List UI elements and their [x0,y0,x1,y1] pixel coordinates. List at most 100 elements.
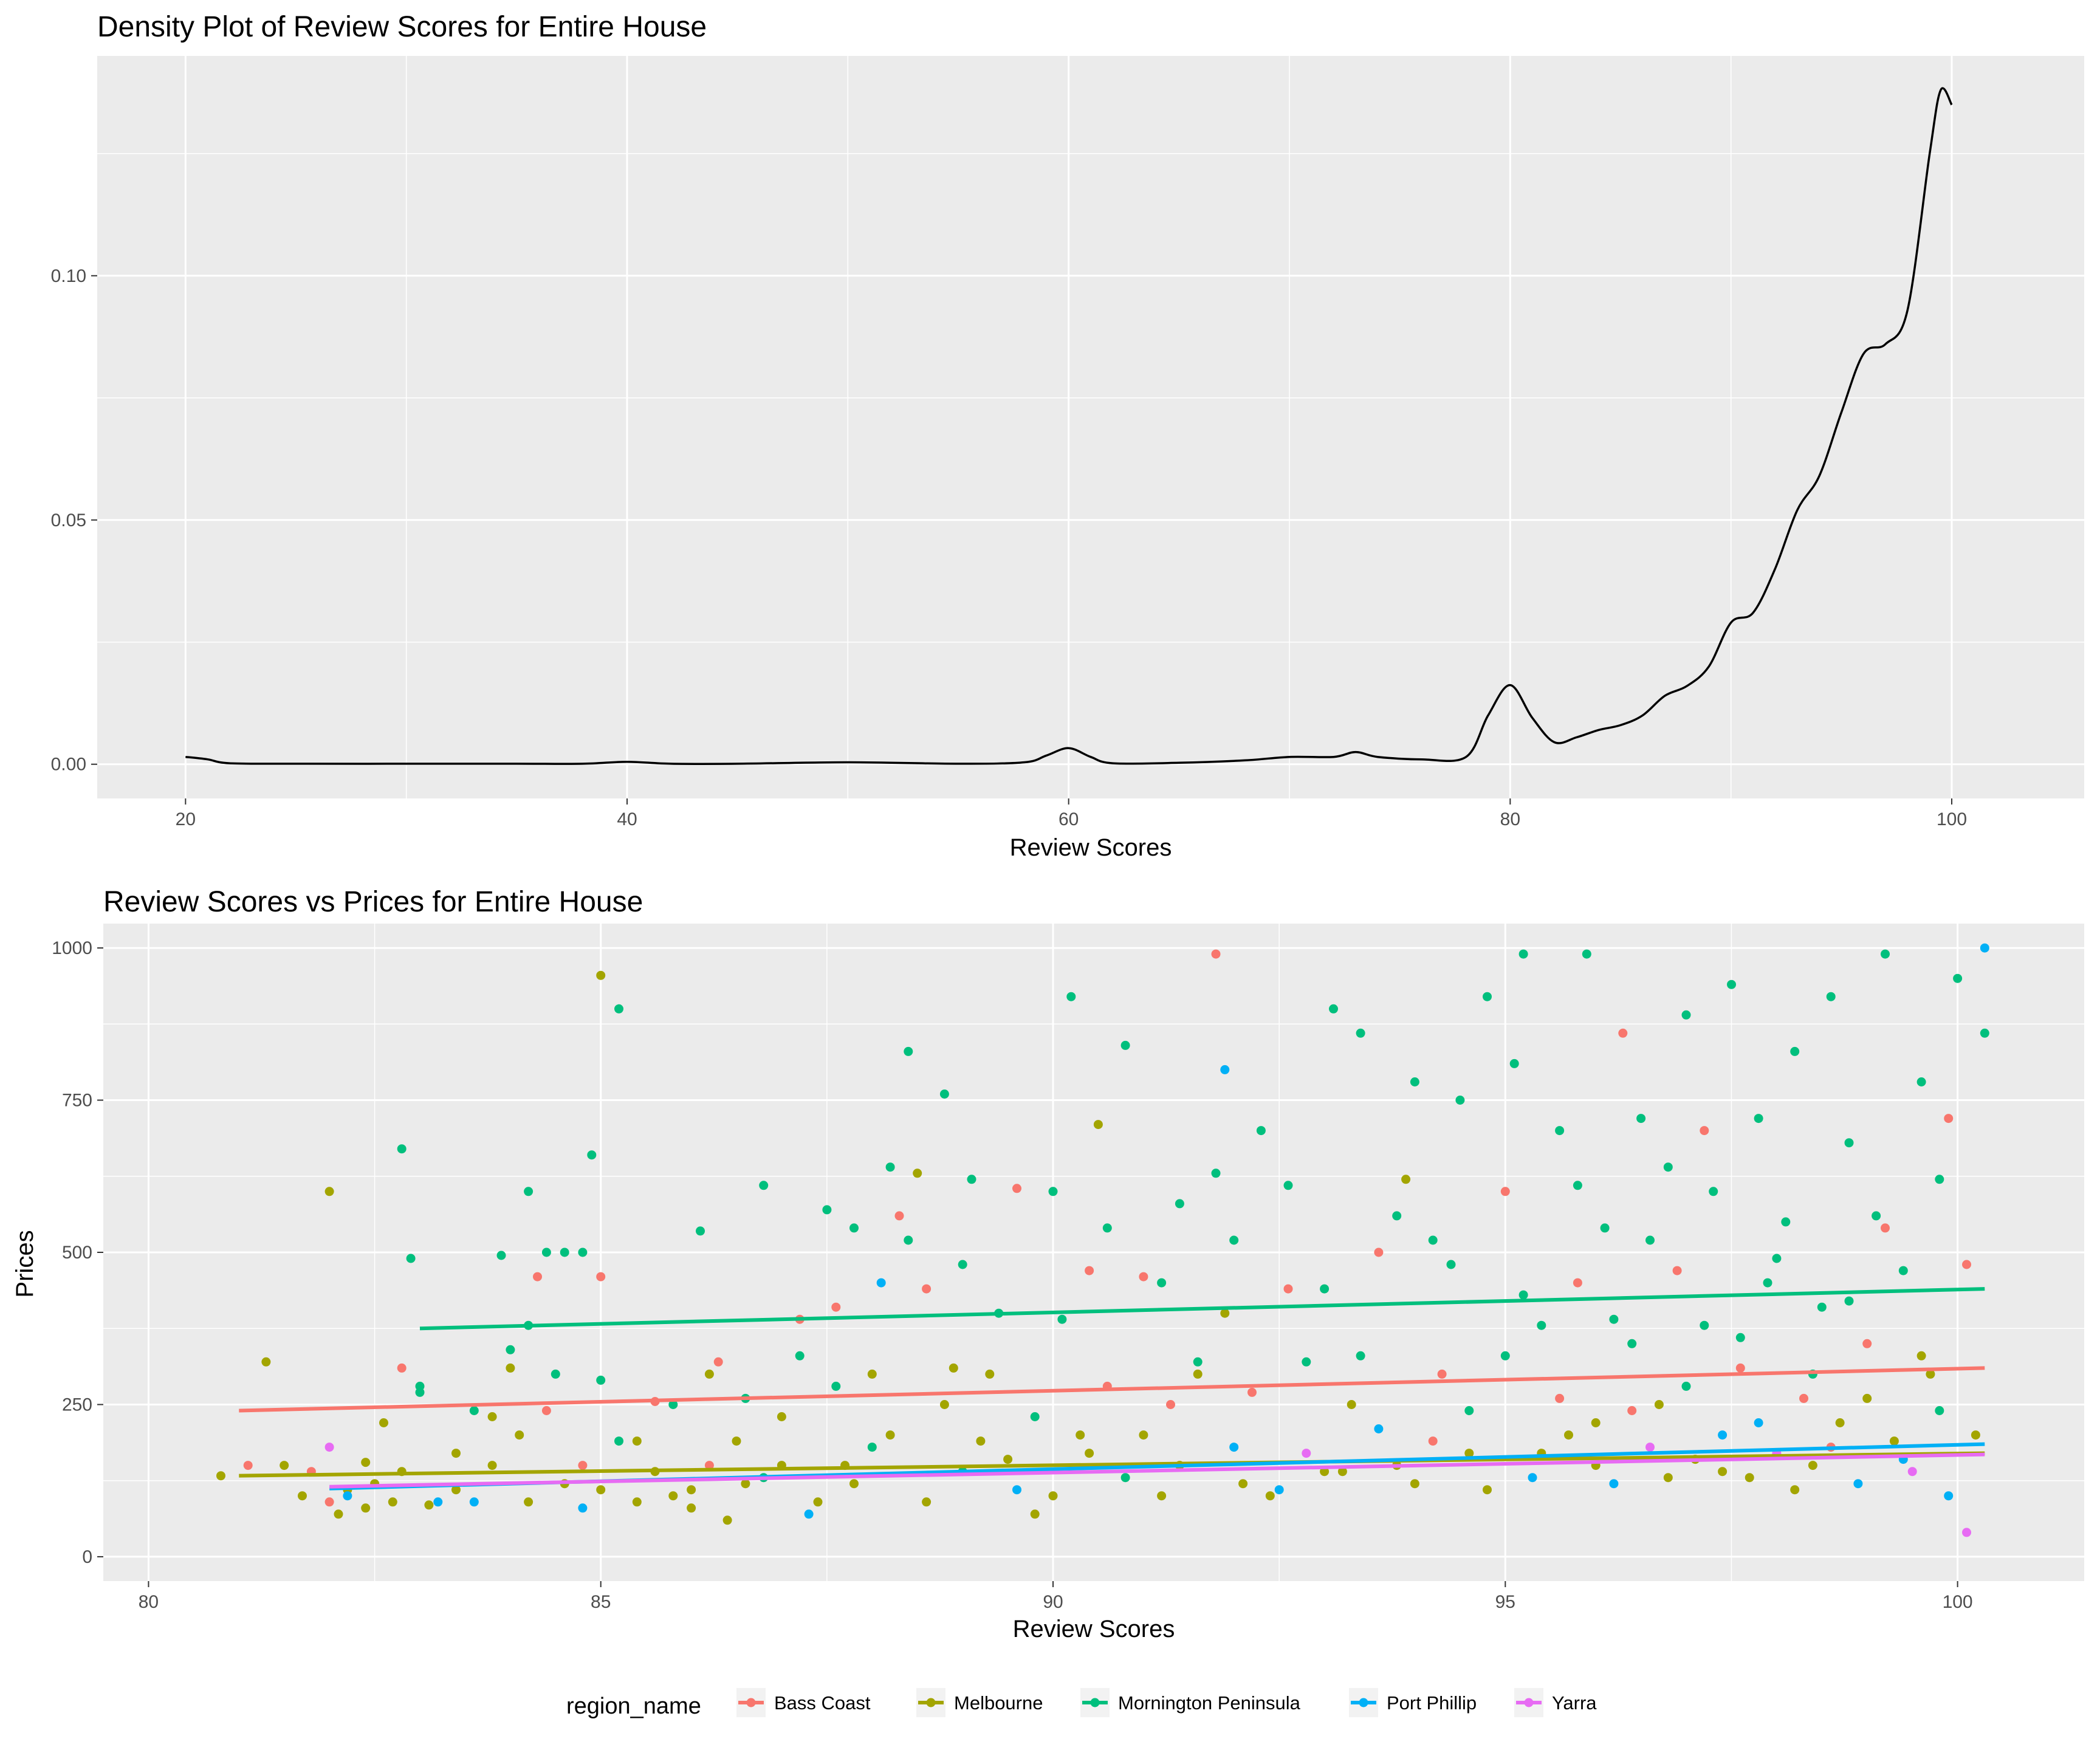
scatter-point [1817,1302,1827,1312]
scatter-point [1663,1473,1673,1483]
scatter-point [533,1272,542,1282]
scatter-point [1166,1400,1175,1409]
density-title: Density Plot of Review Scores for Entire… [97,11,707,43]
scatter-point [1735,1333,1745,1342]
scatter-point [334,1509,343,1519]
scatter-point [614,1436,623,1446]
legend-item: Bass Coast [736,1688,871,1717]
scatter-point [885,1162,895,1172]
scatter-point [487,1461,497,1470]
density-gridlines [97,56,2084,798]
x-tick-label: 20 [176,809,196,829]
scatter-point [261,1357,271,1367]
scatter-point [1754,1114,1763,1124]
scatter-point [524,1187,534,1196]
y-tick-label: 0.10 [51,266,86,286]
scatter-point [1247,1387,1257,1397]
scatter-point [1175,1199,1184,1209]
scatter-point [596,1485,606,1495]
scatter-point [1211,949,1221,959]
scatter-point [867,1443,877,1452]
scatter-point [1573,1278,1582,1288]
scatter-point [741,1479,750,1489]
scatter-point [1636,1114,1646,1124]
scatter-point [541,1406,551,1415]
scatter-point [1781,1217,1791,1227]
scatter-point [1320,1467,1330,1477]
scatter-point [1718,1467,1728,1477]
scatter-y-ticks: 0 250 500 750 1000 [52,938,103,1567]
scatter-point [1935,1175,1944,1184]
scatter-point [632,1436,642,1446]
scatter-point [704,1461,714,1470]
scatter-point [1437,1369,1447,1379]
scatter-trend-lines [239,1287,1985,1491]
scatter-point [406,1254,416,1263]
legend-label: Port Phillip [1387,1692,1477,1714]
scatter-point [885,1430,895,1440]
scatter-point [1844,1138,1854,1148]
scatter-points [216,943,1989,1537]
legend-label: Mornington Peninsula [1118,1692,1301,1714]
scatter-point [578,1461,588,1470]
scatter-point [1401,1175,1411,1184]
legend-item: Mornington Peninsula [1080,1688,1301,1717]
legend-key-point [1524,1698,1534,1707]
scatter-point [1057,1314,1067,1324]
scatter-point [506,1363,515,1373]
scatter-point [1229,1235,1239,1245]
scatter-point [967,1175,976,1184]
scatter-point [324,1497,334,1507]
scatter-point [867,1369,877,1379]
scatter-point [1356,1028,1365,1038]
scatter-point [894,1211,904,1221]
trend-line [329,1452,1985,1489]
scatter-point [1211,1168,1221,1178]
scatter-point [361,1458,371,1467]
scatter-point [1962,1528,1971,1537]
scatter-point [1709,1187,1718,1196]
scatter-point [1139,1272,1148,1282]
scatter-point [1907,1467,1917,1477]
scatter-point [1085,1266,1094,1275]
scatter-point [487,1412,497,1421]
scatter-point [1347,1400,1356,1409]
density-panel-bg [97,56,2084,798]
scatter-point [614,1004,623,1014]
scatter-point [1799,1393,1808,1403]
scatter-point [1645,1443,1655,1452]
scatter-point [1509,1059,1519,1068]
density-x-axis-title: Review Scores [1010,834,1172,861]
scatter-point [1971,1430,1980,1440]
scatter-point [732,1436,741,1446]
scatter-point [1464,1406,1474,1415]
scatter-y-axis-title: Prices [12,1230,38,1297]
scatter-point [469,1406,479,1415]
scatter-point [1609,1314,1619,1324]
legend-item: Melbourne [916,1688,1043,1717]
scatter-point [849,1223,859,1233]
scatter-point [1672,1266,1682,1275]
legend-item: Port Phillip [1349,1688,1477,1717]
scatter-point [496,1251,506,1260]
legend-key-point [1359,1698,1368,1707]
density-line [185,87,1953,766]
scatter-point [922,1497,932,1507]
y-tick-label: 0 [82,1547,92,1567]
scatter-point [1356,1351,1365,1361]
scatter-point [1862,1393,1872,1403]
x-tick-label: 80 [1500,809,1520,829]
legend-title: region_name [566,1693,701,1719]
y-tick-label: 250 [62,1395,92,1415]
scatter-point [1337,1467,1347,1477]
scatter-point [1193,1369,1203,1379]
scatter-point [524,1497,534,1507]
scatter-point [1283,1284,1293,1294]
scatter-point [632,1497,642,1507]
scatter-point [1889,1436,1899,1446]
scatter-point [976,1436,986,1446]
scatter-point [1464,1449,1474,1458]
scatter-point [1763,1278,1772,1288]
scatter-point [1582,949,1591,959]
scatter-point [587,1150,597,1160]
